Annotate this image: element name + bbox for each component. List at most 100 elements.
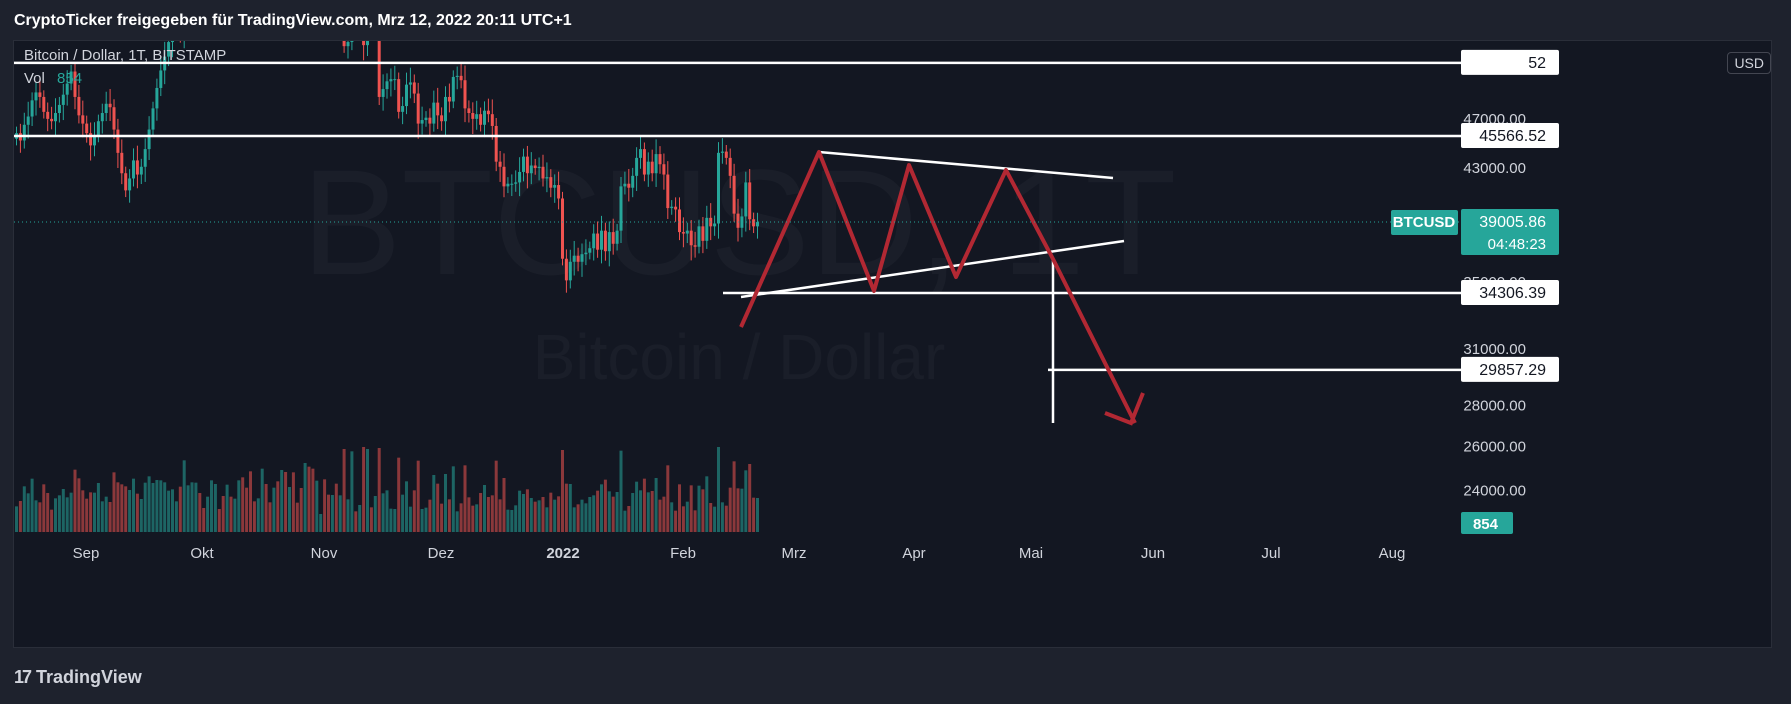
- time-tick: Mrz: [782, 545, 807, 562]
- volume-bar: [681, 506, 685, 532]
- candle-body: [34, 92, 38, 101]
- volume-bar: [186, 485, 190, 532]
- price-label-text: 34306.39: [1479, 285, 1546, 302]
- volume-bar: [167, 490, 171, 532]
- candle-body: [666, 174, 670, 209]
- candle-body: [584, 252, 588, 255]
- volume-bar: [124, 486, 128, 532]
- candle-body: [22, 124, 26, 141]
- candle-body: [120, 152, 124, 174]
- symbol-tag: BTCUSD: [1391, 210, 1458, 235]
- volume-bar: [510, 510, 514, 532]
- candle-body: [576, 255, 580, 262]
- volume-bar: [108, 502, 112, 532]
- candle-body: [752, 219, 756, 227]
- volume-bar: [18, 501, 22, 532]
- candle-body: [639, 149, 642, 158]
- candle-body: [366, 41, 369, 46]
- candle-body: [514, 182, 518, 184]
- volume-bar: [580, 499, 584, 532]
- volume-bar: [338, 495, 342, 532]
- volume-bar: [354, 511, 358, 532]
- chart-pane[interactable]: BTCUSD, 1T Bitcoin / Dollar 47000.00 4300…: [13, 40, 1772, 648]
- legend-symbol[interactable]: Bitcoin / Dollar, 1T, BITSTAMP: [24, 47, 227, 64]
- candle-body: [61, 94, 65, 105]
- volume-tag-text: 854: [1473, 516, 1499, 533]
- volume-bar: [143, 482, 147, 532]
- candle-body: [553, 185, 557, 188]
- price-label-box: [1461, 123, 1559, 148]
- volume-bar: [276, 481, 280, 532]
- volume-bar: [120, 484, 124, 532]
- candle-body: [447, 96, 451, 102]
- candle-body: [654, 154, 658, 174]
- tradingview-icon: 17: [14, 667, 32, 687]
- last-price-box: [1461, 209, 1559, 255]
- volume-bar: [182, 460, 186, 532]
- price-label: 45566.52: [1461, 123, 1559, 148]
- volume-bar: [689, 485, 693, 532]
- candle-body: [646, 161, 650, 175]
- volume-bar: [135, 493, 139, 532]
- candle-body: [42, 96, 46, 112]
- time-tick: Sep: [73, 545, 100, 562]
- volume-bar: [475, 504, 479, 532]
- volume-bar: [732, 461, 736, 532]
- candle-body: [57, 104, 61, 114]
- candle-body: [756, 222, 759, 227]
- candle-body: [96, 121, 100, 136]
- price-label-text: 29857.29: [1479, 362, 1546, 379]
- volume-bar: [756, 498, 759, 532]
- volume-bar: [428, 499, 432, 532]
- volume-label: Vol: [24, 70, 45, 87]
- legend-volume[interactable]: Vol 854: [24, 70, 82, 87]
- candle-body: [494, 125, 498, 162]
- price-label-box: [1461, 49, 1559, 75]
- candle-body: [483, 110, 486, 125]
- volume-bar: [377, 448, 381, 532]
- volume-bar: [436, 483, 440, 532]
- candle-body: [736, 213, 740, 228]
- candle-body: [701, 226, 705, 241]
- volume-bar: [455, 511, 459, 532]
- drawings[interactable]: [14, 61, 1461, 426]
- candle-body: [693, 245, 697, 247]
- volume-bar: [22, 486, 26, 532]
- volume-bar: [631, 493, 635, 532]
- candle-body: [557, 185, 561, 199]
- price-tick: 26000.00: [1463, 438, 1526, 455]
- volume-bar: [385, 490, 389, 532]
- candle-body: [650, 161, 654, 174]
- volume-bar: [627, 506, 631, 532]
- chart-svg[interactable]: BTCUSD, 1T Bitcoin / Dollar 47000.004300…: [14, 41, 1773, 649]
- volume-bar: [30, 478, 34, 532]
- tradingview-logo[interactable]: 17 TradingView: [14, 667, 142, 688]
- volume-bar: [553, 499, 557, 532]
- candle-body: [346, 42, 350, 47]
- candle-body: [451, 76, 455, 102]
- volume-bar: [483, 485, 486, 532]
- candle-body: [600, 230, 603, 250]
- volume-bar: [280, 470, 284, 532]
- last-price-label: 39005.86 04:48:23: [1461, 209, 1559, 255]
- candle-body: [498, 161, 502, 167]
- last-price-text: 39005.86: [1479, 214, 1546, 231]
- volume-bar: [284, 472, 288, 532]
- currency-button[interactable]: USD: [1727, 52, 1771, 74]
- volume-bar: [225, 484, 229, 532]
- volume-bar: [642, 478, 646, 532]
- candle-body: [744, 182, 748, 217]
- candle-body: [596, 233, 600, 250]
- candle-body: [705, 217, 709, 241]
- candle-body: [615, 230, 619, 244]
- volume-bar: [420, 509, 424, 532]
- candle-body: [662, 164, 666, 175]
- volume-bar: [139, 499, 143, 532]
- volume-bar: [607, 491, 611, 532]
- candle-body: [471, 113, 475, 119]
- volume-bar: [498, 499, 502, 532]
- volume-bar: [100, 501, 104, 532]
- volume-bar: [592, 495, 596, 532]
- volume-bar: [728, 487, 732, 532]
- volume-bar: [73, 469, 77, 532]
